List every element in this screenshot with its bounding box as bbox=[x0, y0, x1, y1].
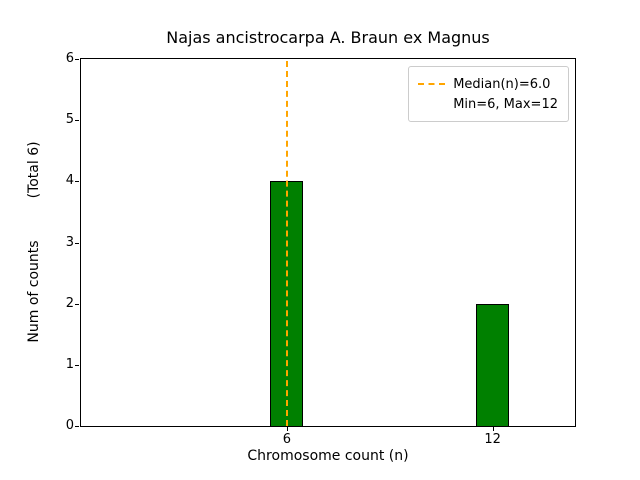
y-tick-label: 2 bbox=[65, 295, 74, 311]
median-dash-icon bbox=[418, 83, 446, 85]
y-tick-label: 4 bbox=[65, 173, 74, 189]
x-axis-label: Chromosome count (n) bbox=[247, 448, 409, 464]
x-tick-mark bbox=[492, 427, 494, 431]
y-tick-mark bbox=[75, 303, 79, 305]
x-tick-mark bbox=[286, 427, 288, 431]
y-axis-label-text: Num of counts bbox=[26, 240, 42, 343]
y-tick-mark bbox=[75, 120, 79, 122]
legend-label-minmax: Min=6, Max=12 bbox=[453, 96, 558, 112]
y-axis-label: Num of counts (Total 6) bbox=[26, 141, 42, 342]
median-line bbox=[285, 61, 288, 426]
y-tick-label: 1 bbox=[65, 356, 74, 372]
y-tick-label: 3 bbox=[65, 234, 74, 250]
y-tick-mark bbox=[75, 59, 79, 60]
x-tick-label: 12 bbox=[484, 432, 501, 447]
y-tick-mark bbox=[75, 426, 79, 427]
y-tick-mark bbox=[75, 181, 79, 183]
y-axis-label-note: (Total 6) bbox=[26, 141, 42, 199]
x-tick-label: 6 bbox=[282, 432, 291, 447]
chart-title: Najas ancistrocarpa A. Braun ex Magnus bbox=[166, 28, 490, 47]
legend-label-median: Median(n)=6.0 bbox=[453, 76, 551, 92]
y-tick-label: 0 bbox=[65, 418, 74, 433]
legend: Median(n)=6.0 Min=6, Max=12 bbox=[408, 66, 569, 122]
legend-item-minmax: Min=6, Max=12 bbox=[418, 94, 558, 114]
plot-area: Median(n)=6.0 Min=6, Max=12 bbox=[80, 58, 576, 427]
y-tick-mark bbox=[75, 364, 79, 366]
y-tick-label: 6 bbox=[65, 51, 74, 66]
bar-x12 bbox=[476, 303, 510, 426]
legend-item-median: Median(n)=6.0 bbox=[418, 74, 558, 94]
legend-empty-sample bbox=[418, 103, 445, 105]
y-tick-mark bbox=[75, 242, 79, 244]
y-tick-label: 5 bbox=[65, 112, 74, 128]
